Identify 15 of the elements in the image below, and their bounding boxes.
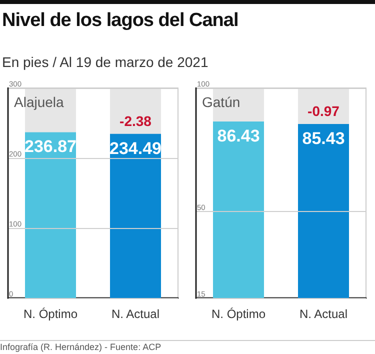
annotation: -0.97 [308,102,340,119]
text: Nivel de los lagos del Canal [2,10,238,32]
chart-title: Alajuela [14,94,64,110]
data-label: 86.43 [217,126,260,146]
data-label: 236.87 [24,137,76,156]
x-tick-label: N. Actual [111,307,160,321]
x-tick-label: N. Óptimo [211,307,266,321]
annotation: -2.38 [120,112,152,129]
text: Infografía (R. Hernández) - Fuente: ACP [0,340,375,352]
x-tick-label: N. Actual [299,307,348,321]
data-label: 234.49 [110,138,162,158]
data-label: 85.43 [302,128,345,148]
x-tick-label: N. Óptimo [23,307,78,321]
chart-title: Gatún [202,94,240,110]
text: En pies / Al 19 de marzo de 2021 [2,54,208,70]
